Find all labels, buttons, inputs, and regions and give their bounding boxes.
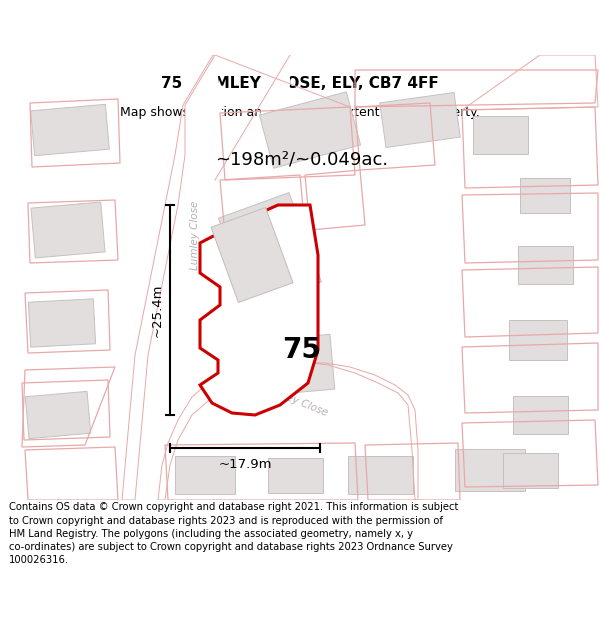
Polygon shape [473,116,527,154]
Polygon shape [255,334,335,396]
Polygon shape [503,452,557,488]
Polygon shape [509,320,567,360]
Polygon shape [31,202,105,258]
Text: Lumley Close: Lumley Close [261,382,329,418]
Polygon shape [259,92,361,168]
Polygon shape [175,456,235,494]
Polygon shape [455,449,525,491]
Polygon shape [517,246,572,284]
Text: ~198m²/~0.049ac.: ~198m²/~0.049ac. [215,151,388,169]
Polygon shape [135,363,418,500]
Text: 75, LUMLEY CLOSE, ELY, CB7 4FF: 75, LUMLEY CLOSE, ELY, CB7 4FF [161,76,439,91]
Polygon shape [188,55,290,305]
Polygon shape [347,456,413,494]
Polygon shape [31,104,109,156]
Text: Contains OS data © Crown copyright and database right 2021. This information is : Contains OS data © Crown copyright and d… [9,503,458,565]
Polygon shape [200,205,318,415]
Text: Lumley Close: Lumley Close [190,200,200,270]
Text: ~17.9m: ~17.9m [218,458,272,471]
Text: ~25.4m: ~25.4m [151,283,164,337]
Polygon shape [211,208,293,302]
Polygon shape [512,396,568,434]
Text: Map shows position and indicative extent of the property.: Map shows position and indicative extent… [120,106,480,119]
Polygon shape [28,299,95,347]
Text: 75: 75 [283,336,322,364]
Polygon shape [268,458,323,492]
Polygon shape [25,391,91,439]
Polygon shape [520,177,570,212]
Polygon shape [135,55,225,500]
Polygon shape [218,192,322,308]
Polygon shape [380,92,460,148]
